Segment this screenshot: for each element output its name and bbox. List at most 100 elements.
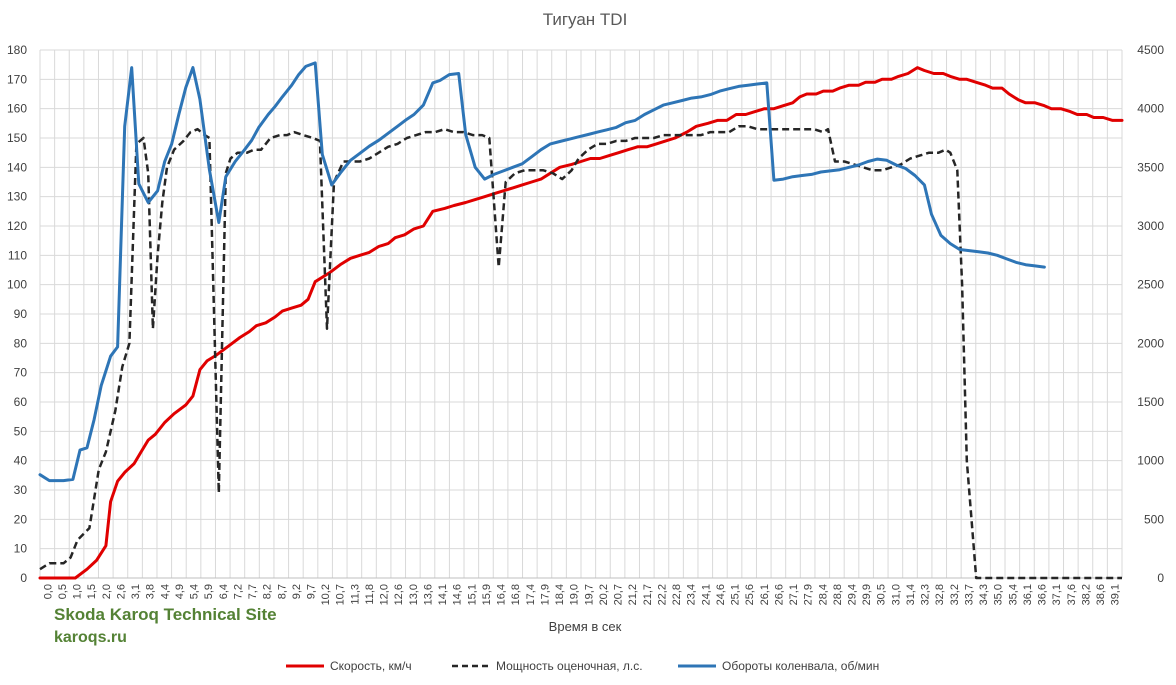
left-tick-label: 130 [7,190,27,204]
x-tick-label: 39,1 [1110,584,1122,605]
left-axis: 0 10 20 30 40 50 60 70 80 90 100 110 120 130 140 150 160… [7,43,27,585]
x-tick-label: 37,6 [1066,584,1078,605]
x-tick-label: 15,1 [466,584,478,605]
x-tick-label: 32,3 [920,584,932,605]
right-tick-label: 4500 [1137,43,1164,57]
x-tick-label: 8,2 [262,584,274,599]
left-tick-label: 160 [7,102,27,116]
x-tick-label: 16,4 [496,584,508,605]
legend-label-1: Мощность оценочная, л.с. [496,659,643,673]
x-tick-label: 15,9 [481,584,493,605]
x-axis-title: Время в сек [549,619,622,634]
legend: Скорость, км/ч Мощность оценочная, л.с. Об… [286,659,879,673]
x-tick-label: 4,9 [174,584,186,599]
right-tick-label: 1500 [1137,395,1164,409]
x-tick-label: 30,5 [876,584,888,605]
x-tick-label: 26,1 [759,584,771,605]
left-tick-label: 170 [7,72,27,86]
left-tick-label: 50 [14,424,28,438]
left-tick-label: 40 [14,454,28,468]
series-line-2 [38,61,1046,483]
x-tick-label: 9,7 [306,584,318,599]
x-tick-label: 31,0 [890,584,902,605]
x-tick-label: 22,8 [671,584,683,605]
left-tick-label: 70 [14,366,28,380]
x-tick-label: 38,2 [1080,584,1092,605]
x-tick-label: 9,2 [291,584,303,599]
x-tick-label: 19,7 [583,584,595,605]
legend-label-2: Обороты коленвала, об/мин [722,659,879,673]
legend-label-0: Скорость, км/ч [330,659,412,673]
x-tick-label: 3,1 [130,584,142,599]
x-tick-label: 29,4 [847,584,859,605]
x-tick-label: 10,7 [335,584,347,605]
x-tick-label: 6,4 [218,584,230,599]
x-tick-label: 8,7 [276,584,288,599]
right-tick-label: 0 [1157,571,1164,585]
x-tick-label: 36,1 [1022,584,1034,605]
x-tick-label: 7,2 [232,584,244,599]
left-tick-label: 180 [7,43,27,57]
x-tick-label: 10,2 [320,584,332,605]
left-tick-label: 0 [20,571,27,585]
x-tick-label: 38,6 [1095,584,1107,605]
x-tick-label: 22,2 [656,584,668,605]
x-tick-label: 23,4 [686,584,698,605]
x-tick-label: 29,9 [861,584,873,605]
x-tick-label: 28,4 [817,584,829,605]
x-tick-label: 14,1 [437,584,449,605]
x-tick-label: 12,6 [393,584,405,605]
x-tick-label: 35,0 [993,584,1005,605]
series-group [38,61,1124,580]
x-tick-label: 17,9 [539,584,551,605]
right-tick-label: 3000 [1137,219,1164,233]
chart-title: Тигуан TDI [543,10,628,29]
x-tick-label: 26,6 [773,584,785,605]
x-tick-label: 3,8 [145,584,157,599]
x-tick-label: 13,0 [408,584,420,605]
x-tick-label: 32,8 [934,584,946,605]
x-tick-label: 2,6 [115,584,127,599]
x-tick-label: 5,4 [189,584,201,599]
x-tick-label: 20,2 [598,584,610,605]
x-tick-label: 25,6 [744,584,756,605]
x-tick-label: 17,4 [525,584,537,605]
x-tick-label: 18,4 [554,584,566,605]
x-tick-label: 11,8 [364,584,376,605]
x-tick-label: 24,1 [700,584,712,605]
x-tick-label: 0,5 [57,584,69,599]
x-tick-label: 12,0 [379,584,391,605]
x-axis: 0,0 0,5 1,0 1,5 2,0 2,6 3,1 3,8 4,4 4,9 5,4 5,9 6,4 7… [42,584,1121,605]
left-tick-label: 80 [14,336,28,350]
x-tick-label: 1,0 [72,584,84,599]
x-tick-label: 19,0 [569,584,581,605]
x-tick-label: 4,4 [159,584,171,599]
x-tick-label: 28,8 [832,584,844,605]
right-tick-label: 2000 [1137,336,1164,350]
left-tick-label: 60 [14,395,28,409]
series-line-1 [39,125,1122,580]
left-tick-label: 150 [7,131,27,145]
x-tick-label: 27,9 [803,584,815,605]
watermark-title: Skoda Karoq Technical Site [54,605,277,624]
watermark-url: karoqs.ru [54,629,127,646]
right-axis: 0 500 1000 1500 2000 2500 3000 3500 4000 4500 [1137,43,1164,585]
x-tick-label: 34,3 [978,584,990,605]
series-line-0 [38,66,1124,580]
x-tick-label: 20,7 [613,584,625,605]
x-tick-label: 37,1 [1051,584,1063,605]
right-tick-label: 1000 [1137,454,1164,468]
x-tick-label: 13,6 [422,584,434,605]
right-tick-label: 3500 [1137,160,1164,174]
x-tick-label: 33,7 [963,584,975,605]
left-tick-label: 110 [8,248,27,262]
left-tick-label: 20 [14,512,28,526]
x-tick-label: 31,4 [905,584,917,605]
x-tick-label: 35,4 [1007,584,1019,605]
x-tick-label: 33,2 [949,584,961,605]
left-tick-label: 10 [14,542,28,556]
x-tick-label: 21,2 [627,584,639,605]
left-tick-label: 100 [7,278,27,292]
